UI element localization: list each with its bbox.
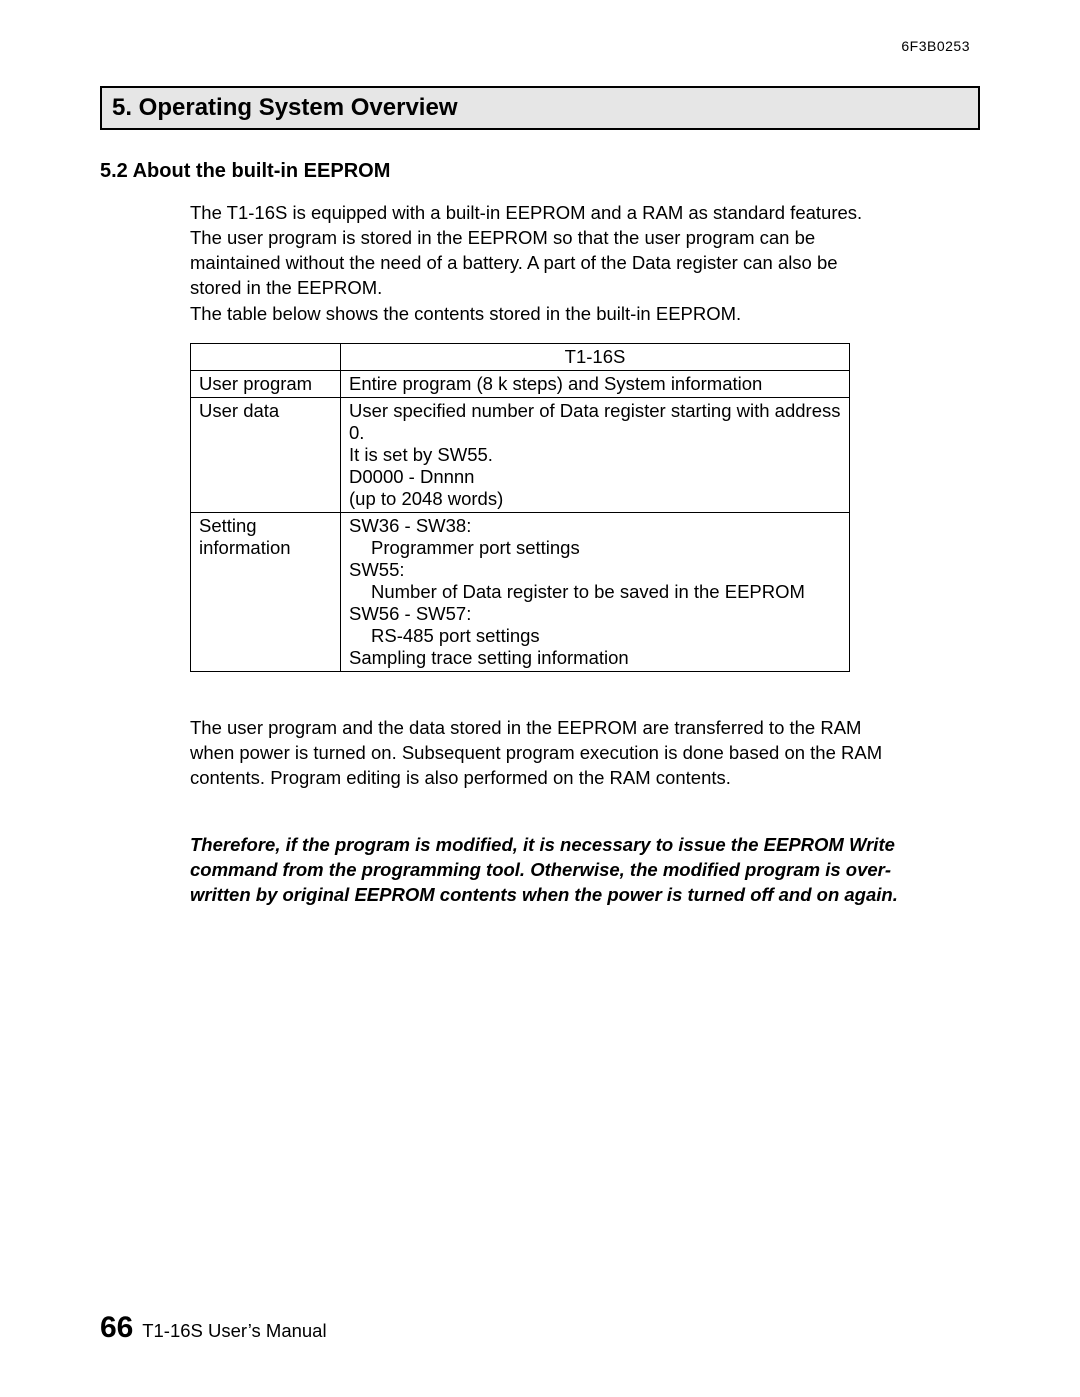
table-row: SettinginformationSW36 - SW38:Programmer…	[191, 512, 850, 671]
subsection-title: 5.2 About the built-in EEPROM	[100, 160, 980, 183]
transfer-paragraph: The user program and the data stored in …	[190, 716, 980, 789]
content-line: It is set by SW55.	[349, 444, 841, 466]
content-line: User specified number of Data register s…	[349, 400, 841, 444]
page-number: 66	[100, 1311, 133, 1344]
intro-paragraph: The T1-16S is equipped with a built-in E…	[190, 201, 980, 325]
table-header-blank	[191, 343, 341, 370]
eeprom-table-wrap: T1-16S User program Entire program (8 k s…	[190, 343, 980, 672]
eeprom-table: T1-16S User program Entire program (8 k s…	[190, 343, 850, 672]
content-line: Sampling trace setting information	[349, 647, 841, 669]
document-code: 6F3B0253	[901, 38, 970, 54]
intro-line: maintained without the need of a battery…	[190, 251, 980, 274]
table-header-row: T1-16S	[191, 343, 850, 370]
row-label: Settinginformation	[191, 512, 341, 671]
manual-title: T1-16S User’s Manual	[142, 1320, 326, 1341]
content-line: Entire program (8 k steps) and System in…	[349, 373, 841, 395]
transfer-line: The user program and the data stored in …	[190, 716, 980, 739]
warning-line: Therefore, if the program is modified, i…	[190, 833, 980, 856]
table-row: User dataUser specified number of Data r…	[191, 397, 850, 512]
section-title: 5. Operating System Overview	[112, 94, 968, 122]
transfer-line: when power is turned on. Subsequent prog…	[190, 741, 980, 764]
row-content: SW36 - SW38:Programmer port settingsSW55…	[341, 512, 850, 671]
row-label: User program	[191, 370, 341, 397]
content-line: SW55:	[349, 559, 841, 581]
page-footer: 66 T1-16S User’s Manual	[100, 1311, 327, 1345]
row-content: Entire program (8 k steps) and System in…	[341, 370, 850, 397]
row-label: User data	[191, 397, 341, 512]
content-line: D0000 - Dnnnn	[349, 466, 841, 488]
table-row: User program Entire program (8 k steps) a…	[191, 370, 850, 397]
intro-line: The T1-16S is equipped with a built-in E…	[190, 201, 980, 224]
transfer-line: contents. Program editing is also perfor…	[190, 766, 980, 789]
row-content: User specified number of Data register s…	[341, 397, 850, 512]
table-header-model: T1-16S	[341, 343, 850, 370]
content-line: Number of Data register to be saved in t…	[349, 581, 841, 603]
warning-paragraph: Therefore, if the program is modified, i…	[190, 833, 980, 906]
content-line: (up to 2048 words)	[349, 488, 841, 510]
content-line: SW56 - SW57:	[349, 603, 841, 625]
intro-line: The user program is stored in the EEPROM…	[190, 226, 980, 249]
section-title-box: 5. Operating System Overview	[100, 86, 980, 130]
intro-line: stored in the EEPROM.	[190, 276, 980, 299]
warning-line: command from the programming tool. Other…	[190, 858, 980, 881]
intro-line: The table below shows the contents store…	[190, 302, 980, 325]
content-line: RS-485 port settings	[349, 625, 841, 647]
page: 6F3B0253 5. Operating System Overview 5.…	[0, 0, 1080, 1397]
warning-line: written by original EEPROM contents when…	[190, 883, 980, 906]
content-line: SW36 - SW38:	[349, 515, 841, 537]
content-line: Programmer port settings	[349, 537, 841, 559]
